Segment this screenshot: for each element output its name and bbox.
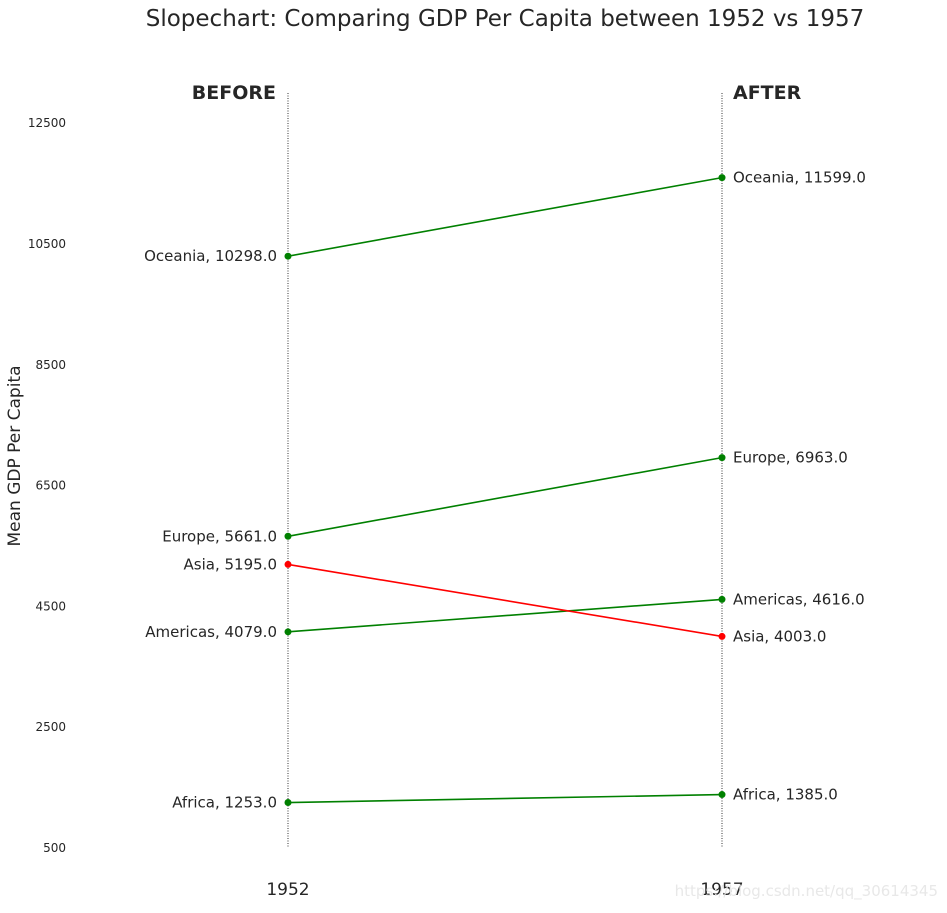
- point-1952: [284, 532, 292, 540]
- header-before: BEFORE: [192, 82, 276, 104]
- point-label-1957: Americas, 4616.0: [733, 590, 865, 608]
- point-1952: [284, 252, 292, 260]
- point-label-1952: Americas, 4079.0: [145, 623, 277, 641]
- point-label-1952: Europe, 5661.0: [162, 527, 277, 545]
- point-label-1952: Africa, 1253.0: [172, 794, 277, 812]
- point-label-1957: Europe, 6963.0: [733, 449, 848, 467]
- series-europe: Europe, 5661.0 Europe, 6963.0: [162, 449, 848, 546]
- y-tick-label: 2500: [35, 720, 66, 734]
- y-tick-label: 12500: [28, 116, 66, 130]
- y-axis-label: Mean GDP Per Capita: [5, 365, 25, 546]
- y-tick-label: 4500: [35, 599, 66, 613]
- y-tick-label: 8500: [35, 358, 66, 372]
- series-americas: Americas, 4079.0 Americas, 4616.0: [145, 590, 864, 640]
- chart-title: Slopechart: Comparing GDP Per Capita bet…: [146, 6, 865, 32]
- point-1957: [718, 454, 726, 462]
- point-label-1957: Asia, 4003.0: [733, 627, 826, 645]
- slope-line: [287, 563, 723, 638]
- y-tick-label: 500: [43, 841, 66, 855]
- slope-line: [287, 598, 723, 633]
- x-ticks: 1952 1957: [266, 880, 743, 900]
- vertical-lines: [287, 93, 723, 848]
- y-ticks: 500 2500 4500 6500 8500 10500 12500: [28, 116, 66, 855]
- slope-line: [287, 793, 723, 804]
- point-1957: [718, 791, 726, 799]
- point-1952: [284, 628, 292, 636]
- point-1957: [718, 595, 726, 603]
- point-1957: [718, 174, 726, 182]
- slope-line: [287, 456, 723, 538]
- slope-line: [287, 176, 723, 257]
- point-1952: [284, 799, 292, 807]
- series-asia: Asia, 5195.0 Asia, 4003.0: [184, 555, 827, 645]
- header-after: AFTER: [733, 82, 802, 104]
- series-oceania: Oceania, 10298.0 Oceania, 11599.0: [144, 169, 866, 266]
- point-1952: [284, 560, 292, 568]
- point-label-1952: Asia, 5195.0: [184, 555, 277, 573]
- series: Africa, 1253.0 Africa, 1385.0 Americas, 40…: [144, 169, 866, 812]
- point-label-1957: Oceania, 11599.0: [733, 169, 866, 187]
- x-tick-label: 1957: [700, 880, 743, 900]
- point-label-1957: Africa, 1385.0: [733, 786, 838, 804]
- point-label-1952: Oceania, 10298.0: [144, 247, 277, 265]
- y-tick-label: 6500: [35, 479, 66, 493]
- point-1957: [718, 632, 726, 640]
- watermark: https://blog.csdn.net/qq_30614345: [675, 882, 938, 901]
- y-tick-label: 10500: [28, 237, 66, 251]
- series-africa: Africa, 1253.0 Africa, 1385.0: [172, 786, 838, 812]
- x-tick-label: 1952: [266, 880, 309, 900]
